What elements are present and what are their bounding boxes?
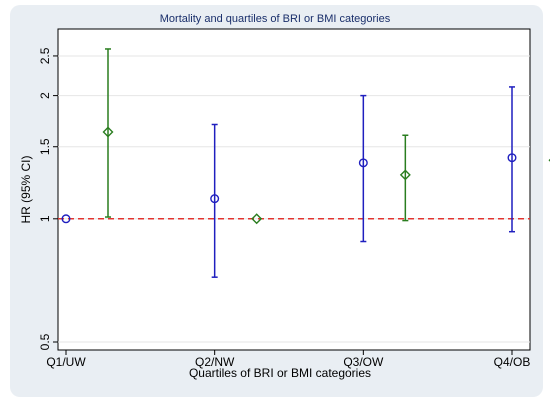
hr-point [507, 153, 517, 163]
x-axis: Q1/UW Q2/NW Q3/OW Q4/OB [46, 350, 530, 369]
plot-area [57, 28, 531, 351]
hr-point [61, 214, 71, 224]
hr-point [251, 213, 263, 225]
y-axis: 0.5 1 1.5 2 2.5 [38, 47, 58, 350]
y-tick-label: 1 [38, 215, 52, 222]
hr-point [102, 126, 114, 138]
y-tick-label: 0.5 [38, 333, 52, 350]
x-tick-label: Q1/UW [46, 355, 86, 369]
x-tick-label: Q4/OB [494, 355, 531, 369]
hr-point [358, 158, 368, 168]
chart-title: Mortality and quartiles of BRI or BMI ca… [160, 13, 391, 25]
x-axis-title: Quartiles of BRI or BMI categories [189, 366, 371, 380]
series-group [61, 48, 550, 278]
x-tick-label: Q3/OW [343, 355, 384, 369]
series-1 [61, 86, 517, 278]
hr-point [210, 194, 220, 204]
y-tick-label: 2.5 [38, 47, 52, 64]
x-tick-label: Q2/NW [195, 355, 235, 369]
hr-point [399, 169, 411, 181]
y-axis-title: HR (95% CI) [19, 155, 33, 223]
series-2 [102, 48, 550, 225]
y-tick-label: 2 [38, 92, 52, 99]
y-tick-label: 1.5 [38, 138, 52, 155]
